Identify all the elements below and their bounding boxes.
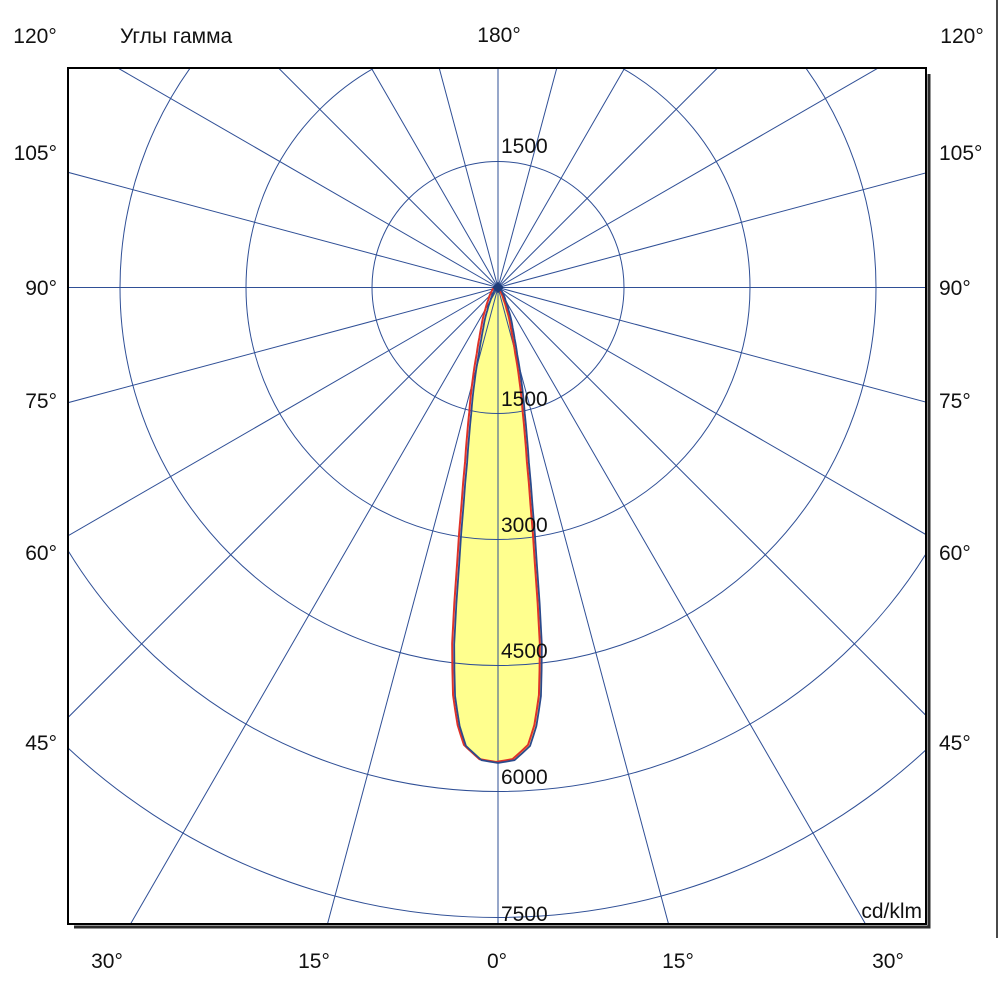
- gamma-angle-label-top-right: 120°: [940, 25, 983, 48]
- radial-tick-label-6000: 6000: [501, 766, 548, 789]
- polar-ray-30: [497, 287, 867, 924]
- polar-ray-285: [68, 287, 499, 404]
- polar-ray-240: [116, 68, 499, 288]
- gamma-angle-label-right-60: 60°: [939, 542, 971, 565]
- polar-ray-75: [497, 287, 926, 403]
- gamma-angle-label-bottom-15r: 15°: [662, 950, 694, 973]
- gamma-angle-label-bottom-0: 0°: [487, 950, 507, 973]
- radial-gridline-4500: [119, 68, 877, 666]
- polar-ray-225: [277, 68, 499, 288]
- polar-ray-345: [326, 287, 499, 924]
- gamma-angle-label-right-75: 75°: [939, 390, 971, 413]
- radial-tick-label-7500: 7500: [501, 903, 548, 926]
- polar-ray-150: [497, 68, 626, 288]
- gamma-angle-label-right-90: 90°: [939, 277, 971, 300]
- chart-title: Углы гамма: [120, 25, 233, 48]
- radial-gridline-1500: [371, 161, 625, 414]
- polar-ray-120: [497, 68, 880, 288]
- polar-ray-330: [129, 287, 499, 924]
- polar-ray-255: [68, 171, 499, 288]
- radial-gridline-6000: [68, 549, 926, 792]
- gamma-angle-label-left-75: 75°: [25, 390, 57, 413]
- radial-gridline-3000: [245, 68, 751, 540]
- gamma-angle-label-left-90: 90°: [25, 277, 57, 300]
- plot-frame: [67, 67, 927, 925]
- polar-ray-15: [497, 287, 670, 924]
- gamma-angle-label-bottom-15l: 15°: [298, 950, 330, 973]
- polar-ray-45: [497, 287, 926, 717]
- gamma-angle-label-left-45: 45°: [25, 732, 57, 755]
- radial-tick-label-3000: 3000: [501, 514, 548, 537]
- polar-ray-300: [68, 287, 499, 537]
- polar-ray-195: [438, 68, 499, 288]
- gamma-angle-label-left-105: 105°: [14, 142, 57, 165]
- units-label: cd/klm: [861, 900, 922, 923]
- polar-ray-135: [497, 68, 719, 288]
- polar-ray-105: [497, 172, 926, 288]
- radial-tick-label-4500: 4500: [501, 640, 548, 663]
- radial-tick-label-1500-top: 1500: [501, 135, 548, 158]
- gamma-angle-label-right-105: 105°: [939, 142, 982, 165]
- radial-gridline-7500: [68, 747, 926, 918]
- polar-ray-165: [497, 68, 558, 288]
- radial-tick-label-1500-bottom: 1500: [501, 388, 548, 411]
- gamma-angle-label-bottom-30r: 30°: [872, 950, 904, 973]
- gamma-angle-label-top-left: 120°: [13, 25, 56, 48]
- polar-ray-315: [68, 287, 499, 719]
- gamma-angle-label-right-45: 45°: [939, 732, 971, 755]
- center-marker: [492, 281, 504, 294]
- gamma-angle-label-left-60: 60°: [25, 542, 57, 565]
- frame-shadow: [74, 74, 931, 929]
- gamma-angle-label-bottom-30l: 30°: [91, 950, 123, 973]
- polar-ray-60: [497, 287, 926, 536]
- gamma-angle-label-top-center: 180°: [477, 24, 520, 47]
- polar-ray-210: [370, 68, 499, 288]
